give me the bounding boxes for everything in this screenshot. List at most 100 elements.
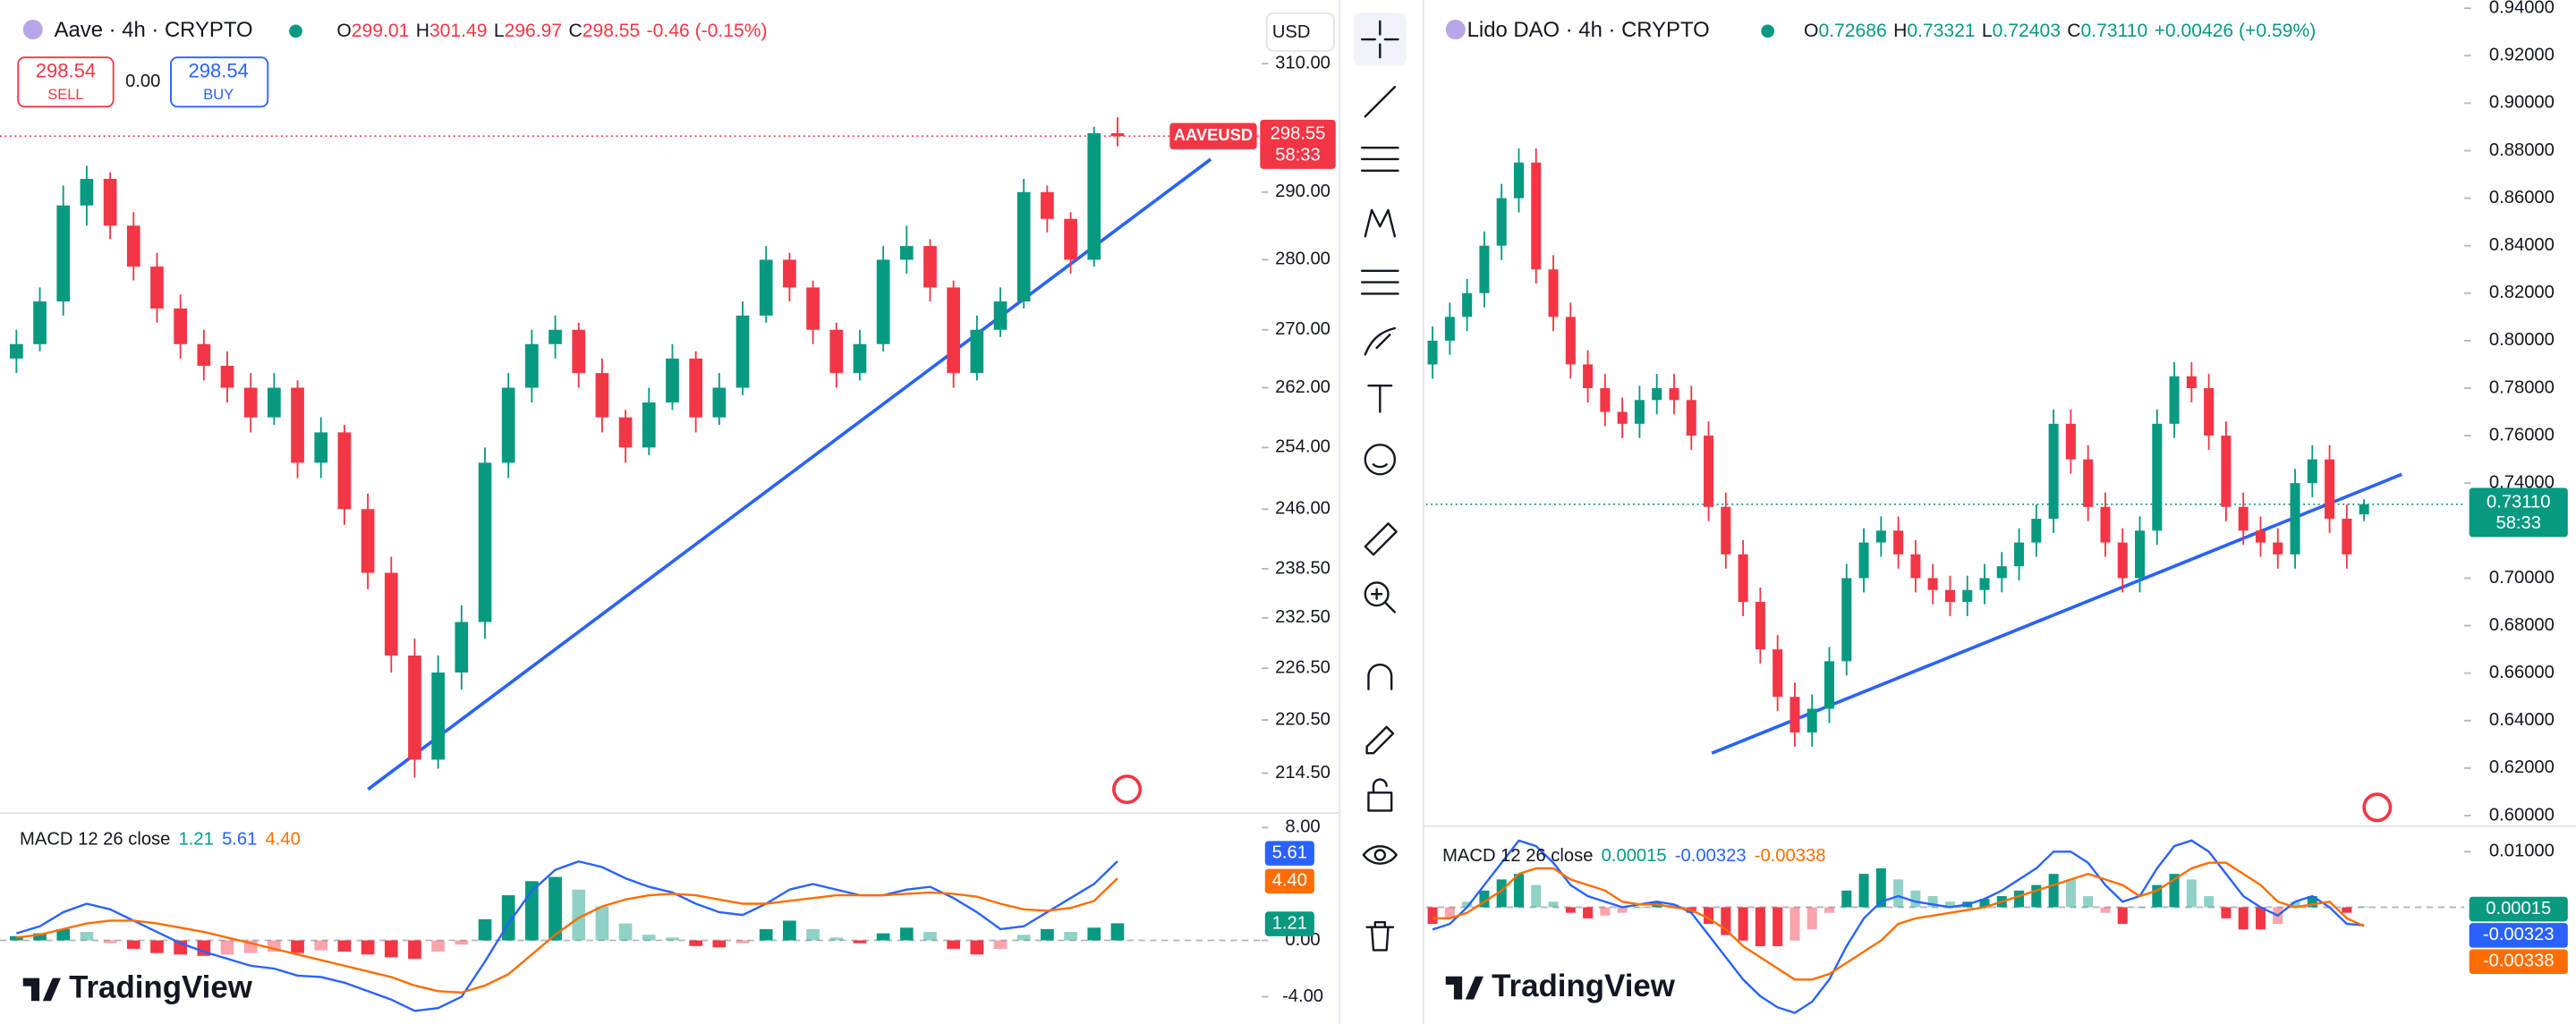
macd-histogram-bar [1824,907,1835,913]
candle-body [2169,376,2180,424]
candle-body [1444,317,1455,341]
text-icon[interactable] [1367,385,1393,413]
candle-body [572,329,586,374]
candle-body [2255,530,2266,543]
candle-body [174,308,187,344]
macd-histogram-bar [2342,907,2352,913]
macd-histogram-bar [1444,907,1455,918]
sell-button[interactable] [17,56,115,108]
macd-histogram-bar [1841,890,1852,908]
delete-icon[interactable] [1365,921,1395,952]
candle-body [2135,530,2146,579]
candle-body [642,402,656,448]
lock-icon[interactable] [1367,791,1393,812]
y-tick-label: 0.01000 [2489,842,2555,861]
macd-histogram-bar [478,918,492,941]
drawing-toolbar [1353,13,1407,952]
macd-line [1432,839,2365,1014]
candle-body [1979,578,1990,590]
candle-body [291,387,304,463]
brush-icon[interactable] [1364,326,1397,356]
macd-histogram-bar [876,933,890,941]
ohlc-value: 0.73321 [1907,20,1975,40]
candle-body [735,315,750,388]
trendline-icon[interactable] [1364,86,1397,118]
symbol-title: Aave · 4h · CRYPTO [55,18,253,42]
y-tick-label: 0.66000 [2489,663,2555,682]
zoom-icon[interactable] [1370,588,1397,614]
emoji-icon[interactable] [1364,444,1397,476]
y-tick-label: 214.50 [1275,763,1331,783]
candle-body [1427,340,1438,365]
candle-body [2359,504,2369,515]
macd-histogram-bar [947,940,961,949]
candle-body [806,287,820,330]
ohlc-label: O [1804,20,1818,40]
visibility-icon[interactable] [1373,849,1387,861]
ruler-icon[interactable] [1364,522,1398,556]
zoom-icon[interactable] [1364,581,1390,607]
candle-body [947,287,961,374]
candle-body [478,462,492,622]
candle-body [2238,506,2249,531]
y-tick-label: 0.80000 [2489,330,2555,350]
symbol-logo [22,20,43,40]
candle-body [1944,589,1955,602]
ohlc-header: O299.01 H301.49 L296.97 C298.55 -0.46 (-0.15… [336,20,767,40]
buy-button[interactable] [170,56,269,108]
price-tag-bg [1260,119,1336,169]
candle-body [150,267,164,309]
macd-histogram-bar [1427,907,1438,925]
ohlc-value: 0.72686 [1818,20,1886,40]
y-tick-label: 280.00 [1275,250,1331,269]
fib-icon[interactable] [1360,146,1399,173]
macd-histogram-bar [1893,879,1904,908]
candle-body [2325,459,2335,520]
forecast-icon[interactable] [1360,269,1399,295]
y-tick-label: 0.84000 [2489,235,2555,255]
cursor-tool[interactable] [1353,13,1407,66]
ohlc-value: 299.01 [352,20,410,40]
pattern-icon[interactable] [1364,208,1397,238]
candle-body [970,329,984,374]
macd-histogram-bar [103,940,117,944]
macd-histogram-bar [1496,879,1507,908]
candle-body [1738,554,1748,602]
lock-icon[interactable] [1372,778,1388,794]
macd-legend-value: 1.21 [179,830,214,850]
y-tick-label: 262.00 [1275,377,1331,397]
candle-body [1064,218,1077,260]
macd-histogram-bar [2117,907,2128,925]
macd-histogram-bar [1669,904,1679,908]
macd-histogram-bar [759,928,773,941]
candle-body [1841,578,1852,662]
macd-value-tag-bg [2469,923,2568,948]
candle-body [1875,530,1886,543]
lock-drawing-icon[interactable] [1365,725,1395,755]
crosshair-icon[interactable] [1360,20,1399,59]
y-tick-label: -4.00 [1282,986,1323,1006]
macd-value-tag-bg [2469,949,2568,975]
candle-body [2152,423,2163,531]
ohlc-value: 0.72403 [1993,20,2061,40]
candle-body [712,387,727,418]
magnet-icon[interactable] [1367,663,1393,690]
candle-body [2290,483,2300,554]
candle-body [243,387,258,418]
candle-body [1110,132,1125,137]
macd-histogram-bar [80,932,94,941]
macd-histogram-bar [10,935,23,941]
candle-body [1858,542,1869,579]
macd-title: MACD 12 26 close [20,830,170,850]
y-tick-label: 238.50 [1275,558,1331,578]
macd-histogram-bar [1979,899,1990,908]
currency-button[interactable] [1265,12,1335,52]
emoji-icon[interactable] [1372,463,1388,469]
macd-histogram-bar [2204,896,2215,908]
ohlc-value: 0.73110 [2081,20,2148,40]
flag-icon [2362,792,2393,823]
macd-legend-value: 4.40 [266,830,301,850]
visibility-icon[interactable] [1362,845,1398,865]
macd-histogram-bar [2255,907,2266,930]
macd-histogram-bar [1531,884,1542,908]
